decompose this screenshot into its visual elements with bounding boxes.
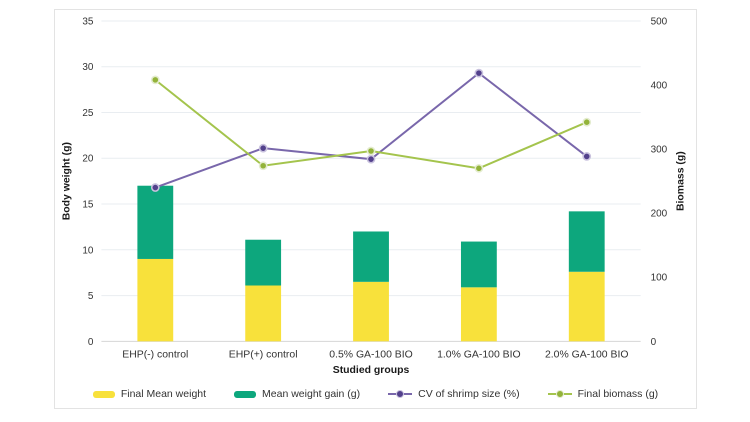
left-axis-tick-label: 5 xyxy=(88,291,94,302)
cv-marker xyxy=(474,68,484,78)
purple-line-marker-swatch-icon xyxy=(388,390,413,399)
cv-marker xyxy=(366,154,376,164)
cv-marker xyxy=(258,143,268,153)
right-axis-tick-label: 400 xyxy=(651,81,668,92)
legend-label: Final biomass (g) xyxy=(577,388,659,400)
teal-bar-swatch-icon xyxy=(234,390,257,398)
category-label: EHP(+) control xyxy=(229,349,298,360)
right-axis-tick-label: 0 xyxy=(651,337,657,348)
left-axis-tick-label: 20 xyxy=(82,154,94,165)
legend-label: Final Mean weight xyxy=(120,388,207,400)
yellow-bar-swatch-icon xyxy=(92,390,115,398)
legend-label: Mean weight gain (g) xyxy=(262,388,361,400)
left-axis-tick-label: 35 xyxy=(82,16,94,27)
biomass-marker xyxy=(582,117,592,127)
left-axis-tick-label: 25 xyxy=(82,108,94,119)
legend-item-cv-shrimp-size: CV of shrimp size (%) xyxy=(388,388,520,400)
right-axis-tick-label: 500 xyxy=(651,16,668,27)
right-axis-tick-label: 300 xyxy=(651,145,668,156)
legend-item-final-mean-weight: Final Mean weight xyxy=(92,388,207,400)
biomass-marker xyxy=(150,75,160,85)
bar-segment-mean-weight-gain xyxy=(245,239,282,286)
legend-item-final-biomass: Final biomass (g) xyxy=(547,388,659,400)
category-label: 0.5% GA-100 BIO xyxy=(329,349,413,360)
category-label: EHP(-) control xyxy=(122,349,188,360)
bar-segment-mean-weight-gain xyxy=(353,231,389,282)
bar-segment-final-mean-weight xyxy=(568,271,605,342)
left-axis-title: Body weight (g) xyxy=(62,142,73,220)
cv-marker xyxy=(582,152,592,161)
left-axis-tick-label: 15 xyxy=(82,200,94,211)
biomass-marker xyxy=(474,163,484,173)
chart-legend: Final Mean weight Mean weight gain (g) C… xyxy=(55,388,696,400)
biomass-marker xyxy=(366,146,376,156)
legend-item-mean-weight-gain: Mean weight gain (g) xyxy=(234,388,360,400)
biomass-marker xyxy=(258,161,268,171)
left-axis-tick-label: 0 xyxy=(88,337,94,348)
bar-segment-mean-weight-gain xyxy=(460,241,497,288)
bar-segment-final-mean-weight xyxy=(245,285,282,342)
category-label: 1.0% GA-100 BIO xyxy=(437,349,521,360)
right-axis-tick-label: 200 xyxy=(651,209,668,220)
bar-segment-mean-weight-gain xyxy=(137,185,174,259)
x-axis-title: Studied groups xyxy=(333,365,410,376)
bar-segment-final-mean-weight xyxy=(460,287,497,342)
olive-line-marker-swatch-icon xyxy=(547,390,572,399)
category-label: 2.0% GA-100 BIO xyxy=(545,349,629,360)
bar-segment-final-mean-weight xyxy=(353,281,389,342)
left-axis-tick-label: 10 xyxy=(82,245,94,256)
cv-marker xyxy=(150,183,160,192)
chart-card: 0 5 10 15 20 25 30 35 0 100 200 300 400 500 EHP(-) con… xyxy=(54,9,697,409)
right-axis-title: Biomass (g) xyxy=(675,151,686,211)
left-axis-tick-label: 30 xyxy=(82,62,94,73)
bar-segment-mean-weight-gain xyxy=(568,211,605,272)
legend-label: CV of shrimp size (%) xyxy=(418,388,520,400)
bar-segment-final-mean-weight xyxy=(137,258,174,342)
combo-chart: 0 5 10 15 20 25 30 35 0 100 200 300 400 500 EHP(-) con… xyxy=(62,16,687,376)
right-axis-tick-label: 100 xyxy=(651,273,668,284)
